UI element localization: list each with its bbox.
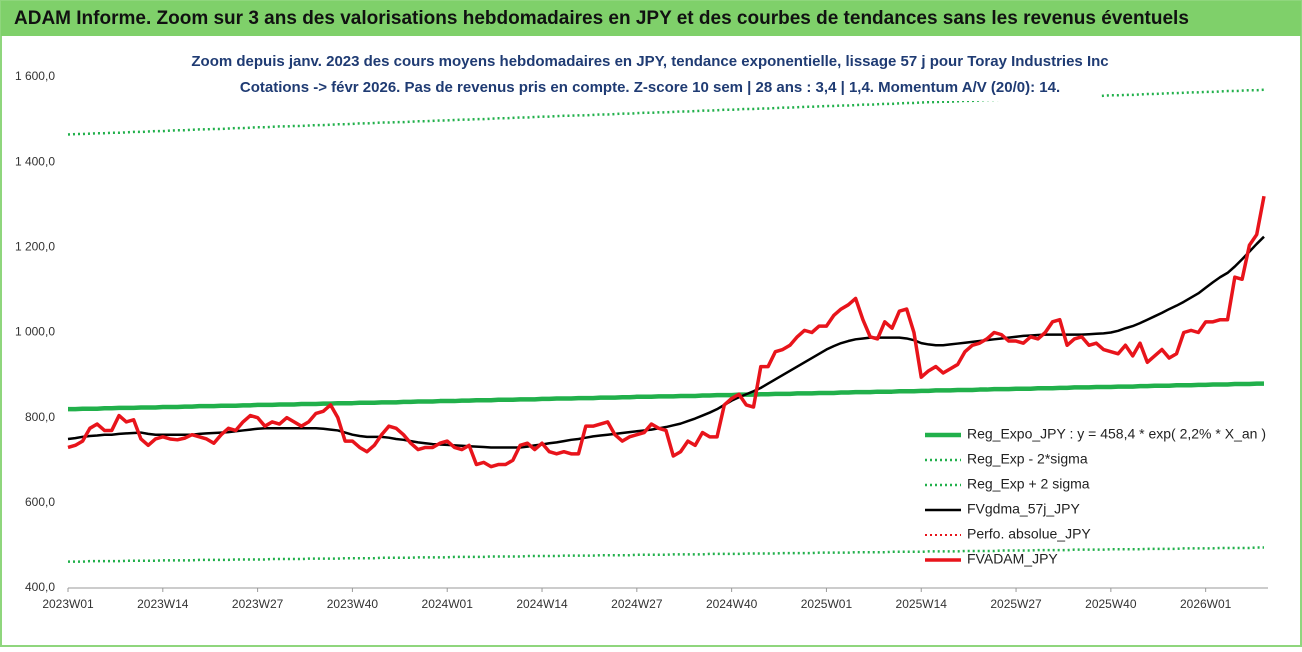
y-tick-label: 1 400,0 <box>15 154 55 168</box>
x-tick-label: 2024W01 <box>422 597 474 611</box>
x-tick-label: 2025W27 <box>990 597 1042 611</box>
legend-label: Reg_Expo_JPY : y = 458,4 * exp( 2,2% * X… <box>967 426 1266 442</box>
x-tick-label: 2025W01 <box>801 597 853 611</box>
subtitle: Cotations -> févr 2026. Pas de revenus p… <box>240 79 1060 96</box>
x-tick-label: 2025W40 <box>1085 597 1137 611</box>
y-tick-label: 1 200,0 <box>15 240 55 254</box>
legend-label: Perfo. absolue_JPY <box>967 526 1091 542</box>
x-tick-label: 2023W14 <box>137 597 189 611</box>
x-tick-label: 2025W14 <box>896 597 948 611</box>
plot-area: 400,0 600,0 800,0 1 000,0 1 200,0 1 400,0 1 60… <box>15 69 1268 611</box>
legend-label: Reg_Exp - 2*sigma <box>967 451 1088 467</box>
series-line <box>67 195 1266 469</box>
legend-label: Reg_Exp + 2 sigma <box>967 476 1090 492</box>
x-tick-label: 2023W27 <box>232 597 284 611</box>
y-tick-label: 800,0 <box>25 410 55 424</box>
header-bar <box>1 1 1301 36</box>
series-line <box>68 381 1264 412</box>
y-tick-label: 600,0 <box>25 495 55 509</box>
subtitle-box <box>200 47 1100 101</box>
y-tick-label: 1 600,0 <box>15 69 55 83</box>
x-tick-label: 2023W01 <box>42 597 94 611</box>
chart-title: ADAM Informe. Zoom sur 3 ans des valoris… <box>14 8 1189 29</box>
legend-label: FVADAM_JPY <box>967 551 1058 567</box>
legend-label: FVgdma_57j_JPY <box>967 501 1081 517</box>
x-tick-label: 2024W27 <box>611 597 663 611</box>
x-tick-label: 2026W01 <box>1180 597 1232 611</box>
y-tick-label: 400,0 <box>25 580 55 594</box>
x-tick-label: 2023W40 <box>327 597 379 611</box>
x-tick-label: 2024W14 <box>516 597 568 611</box>
y-tick-label: 1 000,0 <box>15 325 55 339</box>
subtitle: Zoom depuis janv. 2023 des cours moyens … <box>191 53 1108 70</box>
x-tick-label: 2024W40 <box>706 597 758 611</box>
